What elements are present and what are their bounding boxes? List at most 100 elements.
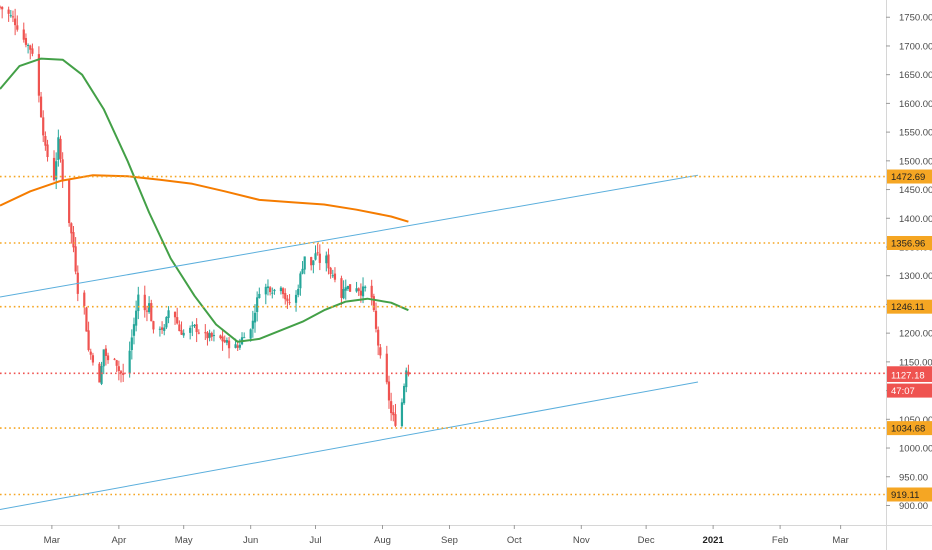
candle-body (59, 138, 62, 159)
candle-body (227, 340, 231, 349)
candle-body (284, 293, 287, 300)
candlestick-series (0, 5, 410, 428)
time-tick-label: Jul (309, 535, 321, 546)
candle-body (256, 297, 259, 312)
level-label: 919.11 (891, 490, 919, 501)
candle-body (98, 363, 101, 383)
candle-body (400, 402, 404, 427)
candle-body (160, 327, 164, 330)
price-tick-label: 1000.00 (899, 444, 932, 455)
candle-body (113, 358, 116, 360)
level-label-bg (887, 235, 932, 250)
candle-body (301, 268, 304, 274)
upper-trendline (0, 174, 699, 298)
candle-body (29, 45, 32, 50)
candle-body (74, 246, 77, 272)
candle-body (286, 298, 289, 302)
candle-body (294, 294, 298, 303)
candle-body (46, 144, 49, 158)
price-tick-label: 1050.00 (899, 415, 932, 426)
candle-body (1, 6, 4, 10)
lower-trendline (0, 381, 699, 510)
candle-body (197, 332, 200, 334)
time-tick-label: Nov (573, 535, 590, 546)
candle-body (288, 302, 291, 304)
price-tick-label: 1550.00 (899, 128, 932, 139)
candle-body (210, 332, 213, 337)
candle-body (273, 289, 276, 292)
candle-body (206, 332, 209, 339)
candle-body (370, 285, 373, 298)
candle-body (14, 18, 17, 26)
candle-body (9, 15, 12, 17)
candle-body (377, 329, 380, 346)
candle-body (271, 292, 274, 294)
candle-body (178, 324, 181, 332)
candle-body (143, 294, 146, 311)
candle-body (193, 324, 196, 326)
candle-body (7, 9, 10, 14)
candle-body (208, 333, 211, 338)
candle-body (163, 327, 166, 331)
candle-body (333, 273, 337, 280)
candle-body (167, 310, 170, 318)
candle-body (11, 16, 15, 18)
trendlines (0, 174, 699, 510)
candle-body (223, 340, 226, 343)
candle-body (346, 285, 350, 289)
candle-body (312, 260, 315, 266)
candle-body (44, 135, 47, 146)
candle-body (87, 330, 90, 351)
price-axis-bg (886, 0, 932, 550)
candle-body (251, 320, 254, 329)
candle-body (314, 253, 317, 260)
candle-body (342, 288, 345, 299)
price-tick-label: 1400.00 (899, 214, 932, 225)
candle-body (85, 307, 88, 332)
candle-body (83, 292, 86, 307)
candle-body (310, 257, 313, 266)
candle-body (407, 371, 410, 375)
candle-body (150, 303, 153, 322)
price-marker-bg (887, 383, 932, 398)
level-label-bg (887, 299, 932, 314)
candle-body (364, 286, 367, 289)
time-tick-label: Sep (441, 535, 458, 546)
candle-body (115, 360, 118, 366)
candle-body (279, 287, 283, 292)
time-tick-label: 2021 (703, 535, 725, 546)
candle-body (344, 287, 347, 291)
candle-body (269, 287, 272, 293)
candle-body (212, 335, 216, 337)
price-tick-label: 1450.00 (899, 185, 932, 196)
candle-body (359, 290, 362, 296)
candle-body (31, 48, 34, 54)
candle-body (390, 401, 393, 414)
candle-body (55, 161, 58, 180)
candle-body (189, 327, 192, 333)
candle-body (91, 355, 95, 363)
moving-average-long (0, 174, 409, 223)
candle-body (303, 256, 306, 270)
candle-body (195, 324, 198, 333)
time-tick-label: Jun (243, 535, 258, 546)
candle-body (24, 38, 28, 45)
candle-body (148, 303, 151, 313)
candle-body (331, 275, 334, 277)
candle-body (165, 317, 168, 328)
candle-body (100, 366, 103, 384)
candle-body (236, 345, 239, 348)
price-labels: 919.111034.681130.161246.111356.961472.6… (887, 169, 932, 502)
candle-body (137, 294, 140, 312)
candle-body (145, 310, 149, 312)
candle-body (264, 286, 267, 295)
candle-body (379, 347, 382, 356)
candle-body (234, 344, 237, 348)
time-tick-label: Oct (507, 535, 522, 546)
candle-body (403, 385, 406, 404)
candle-body (61, 159, 64, 181)
price-marker-bg (887, 367, 932, 382)
candle-body (117, 366, 120, 371)
time-tick-label: May (175, 535, 193, 546)
